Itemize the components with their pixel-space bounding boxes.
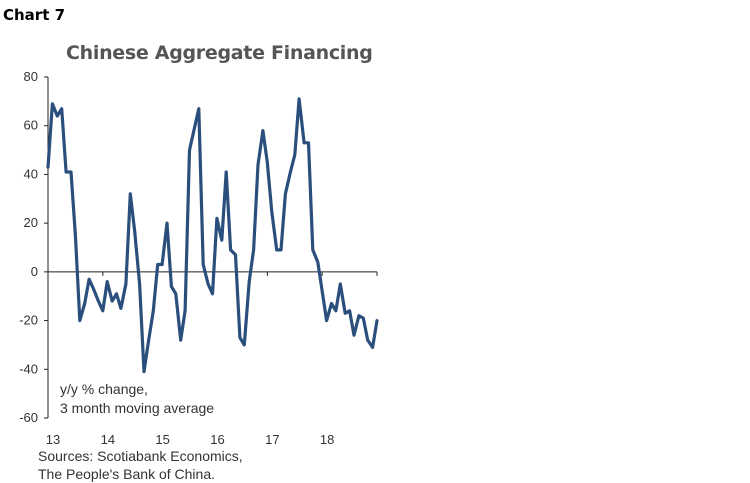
x-tick-label: 17 [265, 432, 279, 447]
x-tick-label: 18 [320, 432, 334, 447]
annotation-line-1: y/y % change, [60, 381, 148, 397]
y-axis-tick-labels: 80 60 40 20 0 -20 -40 -60 [19, 69, 48, 425]
x-tick-label: 15 [155, 432, 169, 447]
y-tick-label: 80 [24, 69, 38, 84]
y-tick-label: 20 [24, 215, 38, 230]
chart-number-label: Chart 7 [3, 6, 66, 24]
chart-title: Chinese Aggregate Financing [66, 42, 373, 64]
annotation-line-2: 3 month moving average [60, 400, 214, 416]
y-tick-label: -40 [19, 361, 38, 376]
y-tick-label: 60 [24, 118, 38, 133]
x-tick-label: 16 [210, 432, 224, 447]
y-tick-label: -20 [19, 313, 38, 328]
source-line-1: Sources: Scotiabank Economics, [38, 448, 243, 464]
y-tick-label: 40 [24, 166, 38, 181]
source-note: Sources: Scotiabank Economics, The Peopl… [38, 447, 243, 483]
series-line [46, 97, 379, 374]
series-layer [46, 97, 379, 374]
chart-axes [47, 77, 377, 418]
y-tick-label: -60 [19, 410, 38, 425]
source-line-2: The People's Bank of China. [38, 466, 216, 482]
x-axis-tick-labels: 13 14 15 16 17 18 [46, 271, 378, 447]
y-tick-label: 0 [31, 264, 38, 279]
x-tick-label: 14 [101, 432, 115, 447]
x-tick-label: 13 [46, 432, 60, 447]
